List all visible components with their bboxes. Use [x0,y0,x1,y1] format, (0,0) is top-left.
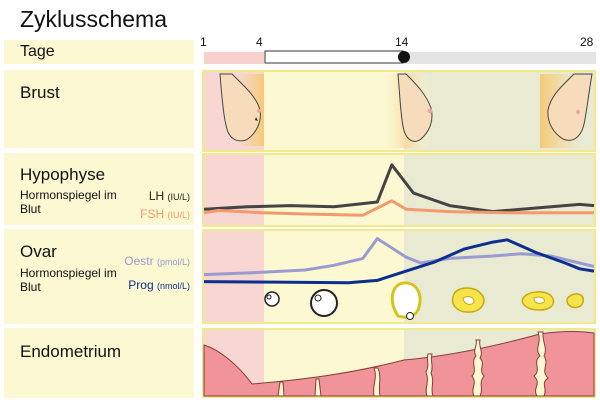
fsh-curve [203,199,594,217]
hypophyse-curves [203,163,595,217]
oestr-name: Oestr [124,254,154,268]
fsh-unit: (IU/L) [167,210,191,220]
breast-illustrations [219,73,593,148]
day-tick-4: 4 [256,35,263,49]
brust-label-panel [4,70,194,148]
endometrium-layer [203,331,595,397]
days-label: Tage [20,43,55,60]
lh-unit: (IU/L) [167,192,191,202]
brust-label: Brust [20,83,60,102]
hypophyse-label-panel [4,153,194,225]
prog-curve [203,238,595,285]
hypophyse-label: Hypophyse [20,165,106,184]
ovar-curves [203,237,595,285]
ovary-follicles [264,281,585,320]
oestr-unit: (pmol/L) [156,257,190,267]
fsh-name: FSH [140,207,165,221]
day-tick-1: 1 [200,35,207,49]
prog-legend: Prog (nmol/L) [128,278,190,292]
prog-unit: (nmol/L) [156,281,190,291]
ovar-label-panel [4,229,194,324]
lh-name: LH [148,189,165,203]
ovulation-marker [398,51,410,63]
diagram-title: Zyklusschema [20,6,167,32]
prog-name: Prog [128,278,154,292]
day-tick-14: 14 [395,35,409,49]
ovar-sublabel: Hormonspiegel im Blut [20,266,117,294]
endometrium-label: Endometrium [20,342,122,361]
endometrium-label-panel [4,328,194,398]
lh-legend: LH (IU/L) [149,189,190,203]
fsh-legend: FSH (IU/L) [140,207,190,221]
oestr-legend: Oestr (pmol/L) [124,254,190,268]
hypophyse-sublabel: Hormonspiegel im Blut [20,188,117,216]
ovar-label: Ovar [20,242,57,261]
lh-curve [203,163,595,214]
days-axis [204,50,596,64]
days-label-panel [4,40,194,64]
day-tick-28: 28 [580,35,594,49]
